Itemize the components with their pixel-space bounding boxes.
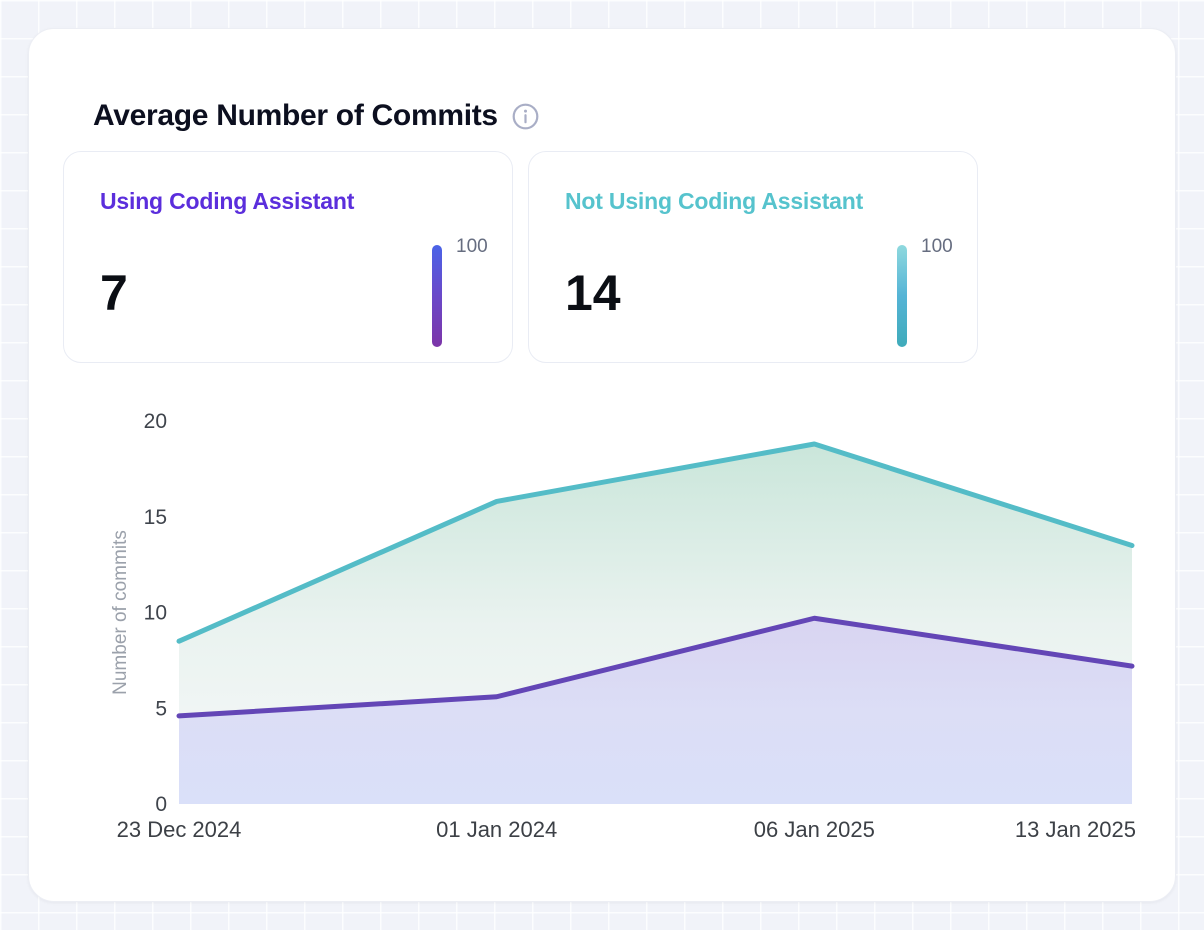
card-header: Average Number of Commits bbox=[93, 99, 539, 133]
area-chart-container: 0 5 10 15 20 Number of commits 23 Dec 2024 01 J… bbox=[29, 396, 1177, 856]
gauge-max-label: 100 bbox=[921, 236, 953, 257]
x-tick-label: 23 Dec 2024 bbox=[117, 817, 242, 842]
x-tick-label: 13 Jan 2025 bbox=[1015, 817, 1136, 842]
stat-value: 7 bbox=[100, 265, 128, 321]
y-tick-label: 15 bbox=[144, 506, 167, 529]
y-tick-label: 5 bbox=[155, 697, 167, 720]
x-tick-label: 06 Jan 2025 bbox=[754, 817, 875, 842]
y-tick-label: 0 bbox=[155, 793, 167, 816]
x-tick-label: 01 Jan 2024 bbox=[436, 817, 557, 842]
stat-label: Not Using Coding Assistant bbox=[565, 188, 864, 214]
gauge-bar bbox=[432, 245, 442, 347]
stat-label: Using Coding Assistant bbox=[100, 188, 355, 214]
info-icon[interactable] bbox=[512, 103, 539, 130]
y-tick-label: 10 bbox=[144, 602, 167, 625]
stat-card-not-using-assistant: Not Using Coding Assistant 14 100 bbox=[528, 151, 978, 363]
gauge-bar bbox=[897, 245, 907, 347]
stat-value: 14 bbox=[565, 265, 621, 321]
gauge-max-label: 100 bbox=[456, 236, 488, 257]
commits-chart: 0 5 10 15 20 Number of commits 23 Dec 2024 01 J… bbox=[110, 410, 1136, 842]
stat-card-using-assistant: Using Coding Assistant 7 100 bbox=[63, 151, 513, 363]
y-tick-label: 20 bbox=[144, 410, 167, 433]
commits-card: Average Number of Commits Using Coding A… bbox=[28, 28, 1176, 902]
y-axis-title: Number of commits bbox=[110, 530, 131, 695]
page-title: Average Number of Commits bbox=[93, 99, 498, 132]
